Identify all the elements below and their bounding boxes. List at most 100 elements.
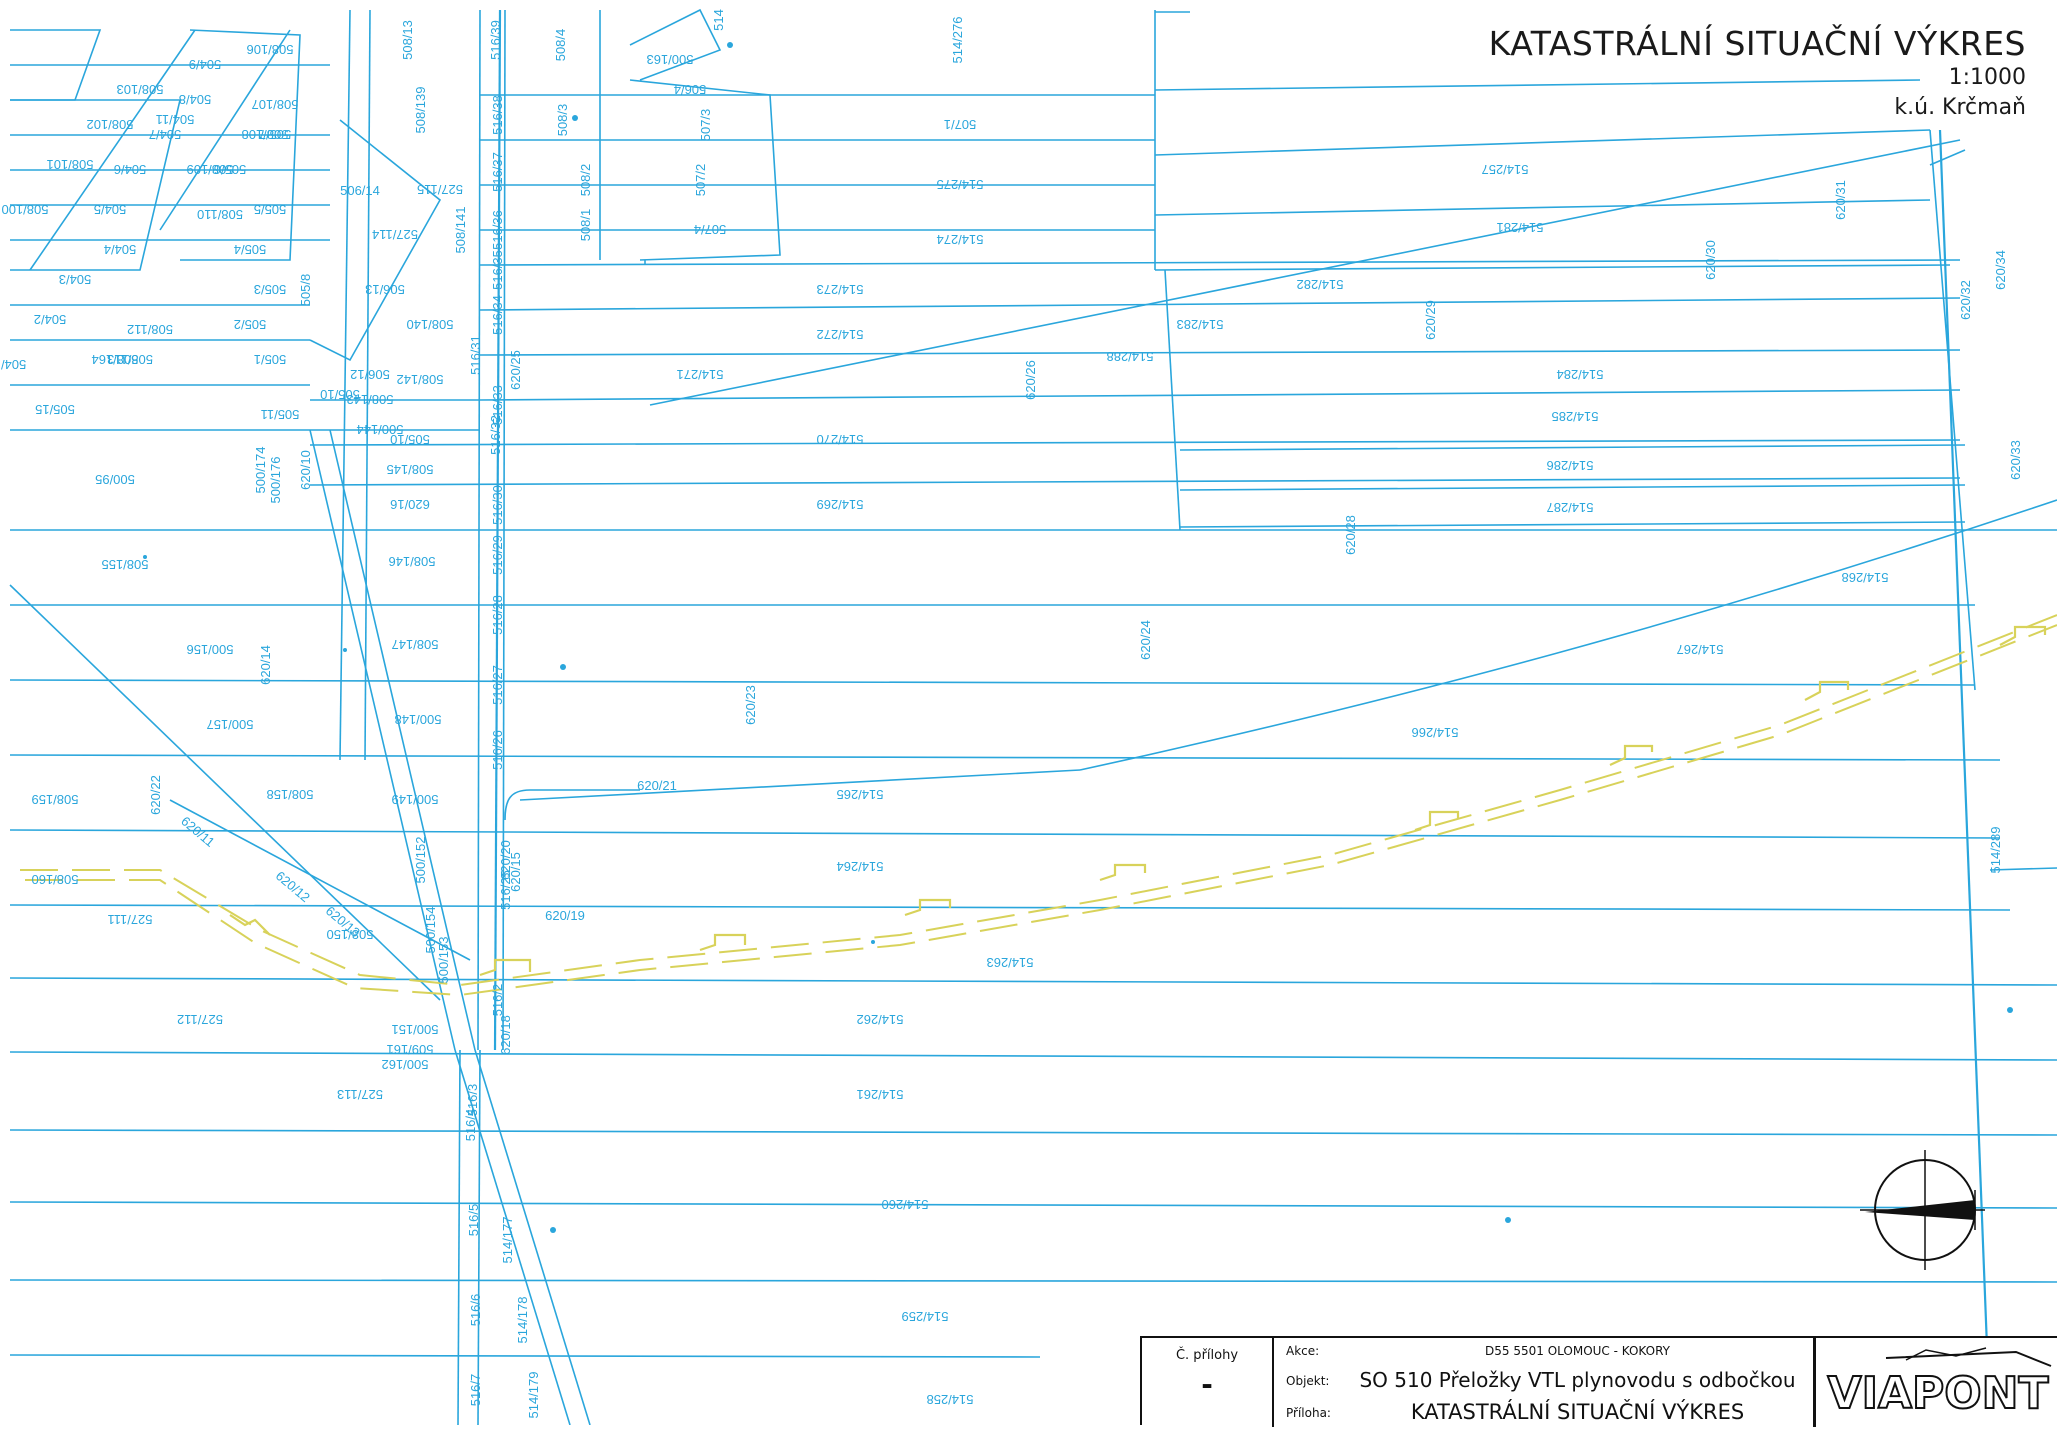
parcel-label: 505/10: [320, 387, 360, 402]
parcel-label: 500/156: [187, 642, 234, 657]
parcel-label: 508/13: [400, 20, 415, 60]
parcel-label: 514/258: [927, 1392, 974, 1407]
parcel-label: 508/164: [92, 352, 139, 367]
parcel-label: 508/142: [397, 372, 444, 387]
parcel-label: 506/12: [350, 367, 390, 382]
parcel-label: 527/111: [107, 912, 152, 927]
cadastral-area: k.ú. Krčmaň: [1894, 95, 2026, 120]
drawing-title-block: KATASTRÁLNÍ SITUAČNÍ VÝKRES 1:1000 k.ú. …: [1489, 24, 2026, 123]
parcel-label: 620/25: [508, 350, 523, 390]
parcel-label: 514/283: [1177, 317, 1224, 332]
parcel-label: 514/285: [1552, 409, 1599, 424]
parcel-label: 514/267: [1677, 642, 1724, 657]
parcel-label: 505/3: [254, 282, 287, 297]
parcel-label: 620/32: [1958, 280, 1973, 320]
attachment-label: Č. přílohy: [1175, 1348, 1239, 1363]
parcel-label: 620/21: [637, 778, 677, 793]
parcel-label: 504/1: [0, 357, 26, 372]
parcel-label: 508/108: [242, 127, 289, 142]
parcel-label: 508/113: [107, 352, 153, 367]
parcel-label: 505/4: [234, 242, 267, 257]
parcel-label: 514/263: [987, 955, 1034, 970]
parcel-label: 507/2: [693, 164, 708, 197]
object-label: Objekt:: [1286, 1374, 1330, 1388]
parcel-label: 516/7: [468, 1374, 483, 1407]
parcel-label: 620/26: [1023, 360, 1038, 400]
parcel-label: 514/262: [857, 1012, 904, 1027]
parcel-label: 500/162: [382, 1057, 429, 1072]
parcel-label: 505/5: [254, 202, 287, 217]
parcel-label: 620/23: [743, 685, 758, 725]
parcel-label: 514/179: [526, 1372, 541, 1419]
project-info-cell: Akce: D55 5501 OLOMOUC - KOKORY Objekt: …: [1272, 1338, 1816, 1427]
parcel-label: 516/34: [490, 295, 505, 335]
parcel-label: 514/281: [1497, 220, 1544, 235]
parcel-label: 620/20: [498, 840, 513, 880]
parcel-label: 504/3: [59, 272, 92, 287]
parcel-label: 527/113: [337, 1087, 383, 1102]
parcel-label: 505/1: [254, 352, 287, 367]
parcel-label: 514/289: [1988, 827, 2003, 874]
parcel-label: 508/109: [187, 162, 234, 177]
parcel-label: 504/2: [34, 312, 67, 327]
parcel-label: 504/9: [189, 57, 222, 72]
parcel-label: 620/28: [1343, 515, 1358, 555]
parcel-label: 516/29: [490, 535, 505, 575]
appendix-label: Příloha:: [1286, 1406, 1331, 1420]
parcel-label: 514/260: [882, 1197, 929, 1212]
parcel-label: 508/102: [87, 117, 134, 132]
parcel-label: 620/30: [1703, 240, 1718, 280]
parcel-label: 514/274: [937, 232, 984, 247]
parcel-label: 514/271: [677, 367, 724, 382]
gas-pipeline-relocation: [20, 614, 2057, 997]
parcel-label: 500/153: [436, 937, 451, 984]
parcel-label: 516/28: [490, 595, 505, 635]
parcel-label: 514/257: [1482, 162, 1529, 177]
attachment-cell: Č. přílohy -: [1142, 1338, 1274, 1427]
parcel-label: 527/112: [177, 1012, 223, 1027]
parcel-label: 514: [711, 9, 726, 31]
parcel-label: 514/286: [1547, 458, 1594, 473]
parcel-label: 508/145: [387, 462, 434, 477]
action-value: D55 5501 OLOMOUC - KOKORY: [1485, 1344, 1670, 1358]
parcel-label: 514/261: [857, 1087, 904, 1102]
appendix-value: KATASTRÁLNÍ SITUAČNÍ VÝKRES: [1410, 1400, 1745, 1424]
parcel-label: 505/2: [234, 317, 267, 332]
parcel-label: 514/177: [500, 1217, 515, 1264]
parcel-label: 514/273: [817, 282, 864, 297]
parcel-label: 516/4: [463, 1109, 478, 1142]
parcel-label: 620/14: [258, 645, 273, 685]
parcel-label: 508/100: [2, 202, 49, 217]
object-row: Objekt: SO 510 Přeložky VTL plynovodu s …: [1272, 1368, 1813, 1396]
parcel-label: 514/268: [1842, 570, 1889, 585]
parcel-label: 514/266: [1412, 725, 1459, 740]
parcel-label: 504/11: [156, 112, 195, 127]
parcel-label: 500/149: [392, 792, 439, 807]
parcel-label: 514/287: [1547, 500, 1594, 515]
parcel-label: 516/30: [490, 485, 505, 525]
parcel-label: 516/5: [466, 1204, 481, 1237]
parcel-label: 500/144: [357, 422, 404, 437]
parcel-label: 500/148: [395, 712, 442, 727]
parcel-label: 514/284: [1557, 367, 1604, 382]
parcel-label: 504/4: [104, 242, 137, 257]
parcel-label: 509/161: [387, 1042, 434, 1057]
dots: [143, 42, 2013, 1233]
parcel-label: 620/24: [1138, 620, 1153, 660]
parcel-label: 516/3: [465, 1084, 480, 1117]
parcel-label: 508/1: [578, 209, 593, 242]
parcel-label: 508/110: [197, 207, 243, 222]
attachment-value: -: [1201, 1368, 1213, 1401]
parcel-label: 507/3: [698, 109, 713, 142]
parcel-label: 620/18: [498, 1015, 513, 1055]
parcel-label: 516/25: [498, 870, 513, 910]
parcel-label: 508/101: [47, 157, 94, 172]
parcel-label: 514/269: [817, 497, 864, 512]
parcel-label: 508/159: [32, 792, 79, 807]
parcel-label: 507/1: [944, 117, 977, 132]
parcel-label: 516/26: [490, 730, 505, 770]
parcel-label: 620/31: [1833, 180, 1848, 220]
parcel-label: 505/15: [35, 402, 75, 417]
parcel-label: 500/151: [392, 1022, 439, 1037]
drawing-title: KATASTRÁLNÍ SITUAČNÍ VÝKRES: [1488, 24, 2026, 63]
